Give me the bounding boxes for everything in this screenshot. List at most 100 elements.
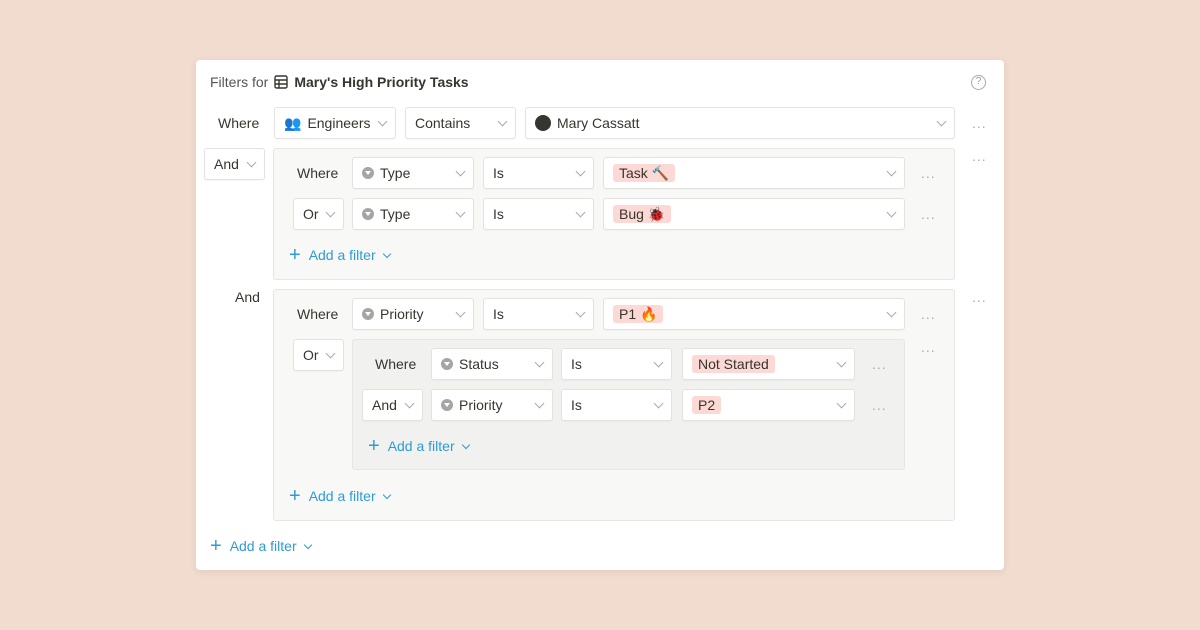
chevron-down-icon [325,348,336,358]
select-value: Priority [380,306,424,322]
plus-icon: + [289,485,301,507]
more-options-icon[interactable]: ... [972,289,987,305]
chevron-down-icon [886,207,897,217]
value-select[interactable]: Mary Cassatt [525,107,955,139]
select-value: Is [493,165,504,181]
select-value: Type [380,206,411,222]
people-icon: 👥 [284,114,302,131]
chevron-down-icon [461,440,470,449]
value-select[interactable]: Not Started [682,348,855,380]
more-options-icon[interactable]: ... [921,306,936,322]
property-select[interactable]: Type [352,157,474,189]
select-property-icon [441,399,453,411]
chevron-down-icon [575,307,586,317]
operator-select[interactable]: Is [483,157,594,189]
value-select[interactable]: P1 🔥 [603,298,905,330]
more-options-icon[interactable]: ... [872,397,887,413]
select-value: Status [459,356,499,372]
chevron-down-icon [455,166,466,176]
select-value: Type [380,165,411,181]
chevron-down-icon [836,357,847,367]
chevron-down-icon [886,166,897,176]
add-filter-label: Add a filter [308,247,376,263]
chevron-down-icon [382,249,391,258]
select-value: Is [571,356,582,372]
where-label: Where [297,306,339,322]
property-select[interactable]: Status [431,348,553,380]
more-options-icon[interactable]: ... [921,165,936,181]
panel-header: Filters for Mary's High Priority Tasks [210,74,469,90]
chevron-down-icon [246,157,257,167]
operator-select[interactable]: Contains [405,107,516,139]
add-filter-button[interactable]: + Add a filter [368,435,470,457]
select-value: Priority [459,397,503,413]
chevron-down-icon [575,207,586,217]
add-filter-button[interactable]: + Add a filter [289,485,391,507]
select-property-icon [441,358,453,370]
chevron-down-icon [404,398,415,408]
value-select[interactable]: Task 🔨 [603,157,905,189]
table-icon [274,75,289,89]
select-value: Is [493,206,504,222]
select-property-icon [362,167,374,179]
select-value: Engineers [307,115,371,131]
plus-icon: + [289,244,301,266]
value-select[interactable]: Bug 🐞 [603,198,905,230]
and-label: And [235,289,260,305]
where-label: Where [218,115,260,131]
value-tag: Bug 🐞 [613,204,672,223]
select-value: And [372,397,397,413]
value-tag: P2 [692,396,722,414]
chevron-down-icon [653,357,664,367]
chevron-down-icon [886,307,897,317]
add-filter-button[interactable]: + Add a filter [210,536,312,556]
select-property-icon [362,308,374,320]
chevron-down-icon [303,540,312,549]
view-title: Mary's High Priority Tasks [294,74,469,90]
more-options-icon[interactable]: ... [921,339,936,355]
plus-icon: + [368,435,380,457]
chevron-down-icon [534,357,545,367]
conjunction-select[interactable]: And [362,389,423,421]
help-icon[interactable]: ? [971,75,986,90]
header-prefix: Filters for [210,74,269,90]
add-filter-label: Add a filter [308,488,376,504]
chevron-down-icon [936,116,947,126]
select-value: Or [303,347,319,363]
chevron-down-icon [325,207,336,217]
more-options-icon[interactable]: ... [972,148,987,164]
conjunction-select[interactable]: And [204,148,265,180]
add-filter-label: Add a filter [387,438,455,454]
select-value: Is [493,306,504,322]
value-tag: P1 🔥 [613,304,664,323]
more-options-icon[interactable]: ... [921,206,936,222]
select-value: Contains [415,115,471,131]
chevron-down-icon [377,116,388,126]
property-select[interactable]: Priority [352,298,474,330]
operator-select[interactable]: Is [483,198,594,230]
property-select[interactable]: Priority [431,389,553,421]
more-options-icon[interactable]: ... [972,115,987,131]
operator-select[interactable]: Is [561,348,672,380]
operator-select[interactable]: Is [561,389,672,421]
property-select[interactable]: Type [352,198,474,230]
chevron-down-icon [534,398,545,408]
filters-panel: Filters for Mary's High Priority Tasks ?… [196,60,1004,570]
select-property-icon [362,208,374,220]
add-filter-label: Add a filter [229,538,297,554]
chevron-down-icon [455,207,466,217]
conjunction-select[interactable]: Or [293,198,344,230]
select-value: Or [303,206,319,222]
select-value: Mary Cassatt [557,115,640,131]
select-value: And [214,156,239,172]
more-options-icon[interactable]: ... [872,356,887,372]
value-tag: Task 🔨 [613,163,676,182]
chevron-down-icon [575,166,586,176]
chevron-down-icon [455,307,466,317]
operator-select[interactable]: Is [483,298,594,330]
add-filter-button[interactable]: + Add a filter [289,244,391,266]
select-value: Is [571,397,582,413]
value-select[interactable]: P2 [682,389,855,421]
conjunction-select[interactable]: Or [293,339,344,371]
property-select[interactable]: 👥 Engineers [274,107,396,139]
